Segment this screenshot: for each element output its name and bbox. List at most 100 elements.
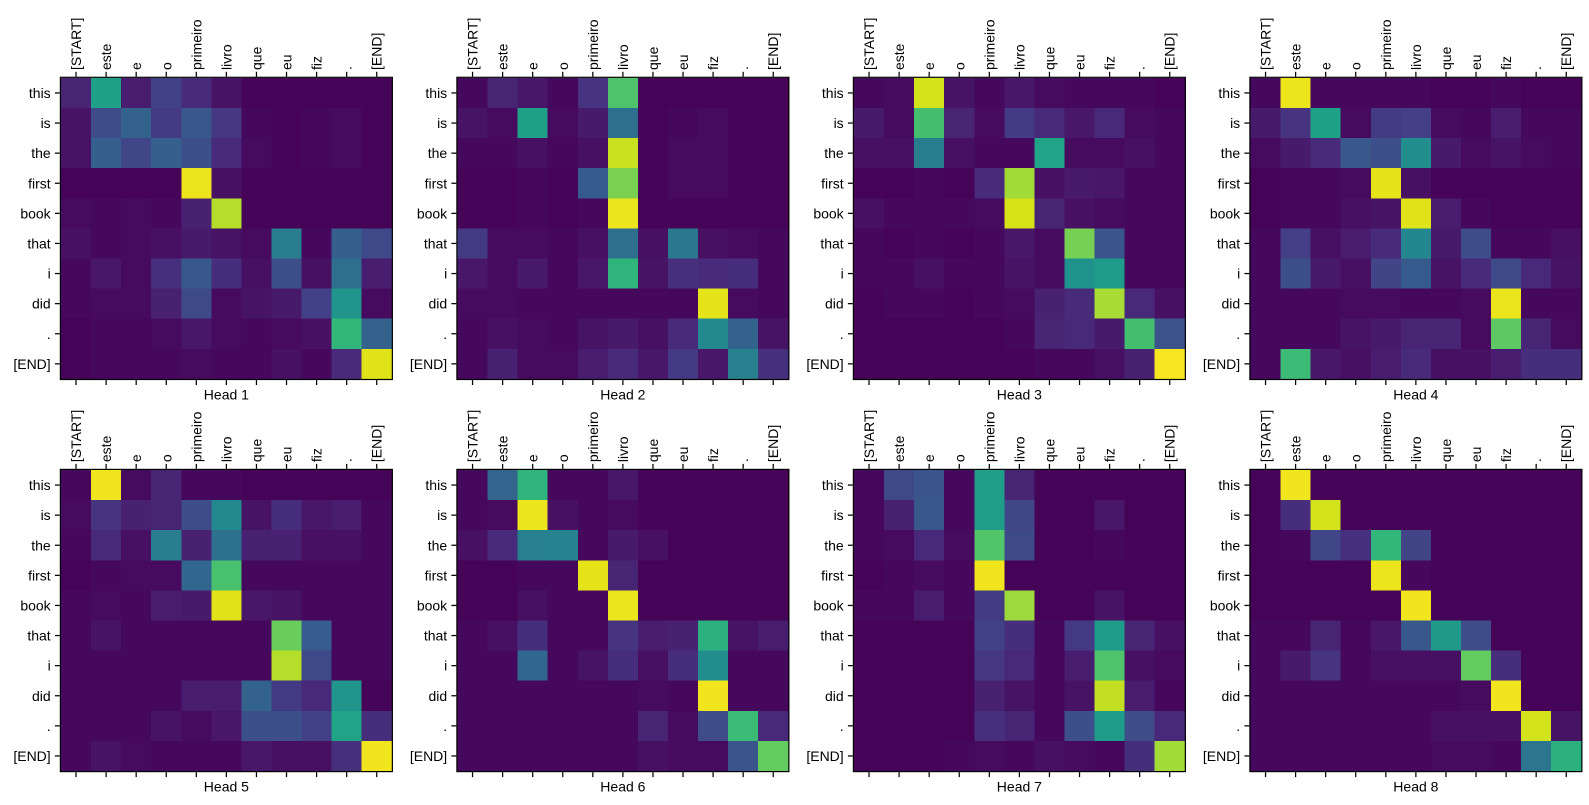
svg-text:Head 3: Head 3 <box>997 387 1042 403</box>
svg-text:this: this <box>29 85 51 101</box>
svg-text:este: este <box>495 435 511 462</box>
svg-text:that: that <box>424 628 447 644</box>
svg-text:eu: eu <box>1468 447 1484 463</box>
svg-text:livro: livro <box>1011 44 1027 70</box>
svg-text:the: the <box>824 537 844 553</box>
svg-text:fiz: fiz <box>309 56 325 70</box>
svg-text:Head 1: Head 1 <box>204 387 249 403</box>
svg-text:Head 4: Head 4 <box>1393 387 1438 403</box>
svg-text:este: este <box>1288 435 1304 462</box>
svg-text:book: book <box>20 205 51 221</box>
svg-text:e: e <box>525 62 541 70</box>
svg-text:i: i <box>1237 266 1240 282</box>
svg-text:that: that <box>27 235 50 251</box>
svg-text:this: this <box>1218 477 1240 493</box>
svg-text:este: este <box>891 43 907 70</box>
svg-text:.: . <box>840 326 844 342</box>
svg-text:este: este <box>98 435 114 462</box>
svg-text:this: this <box>425 477 447 493</box>
svg-text:[START]: [START] <box>68 410 84 462</box>
svg-text:first: first <box>821 175 844 191</box>
svg-text:first: first <box>425 567 448 583</box>
svg-text:the: the <box>1221 145 1241 161</box>
svg-text:e: e <box>1318 62 1334 70</box>
svg-text:[END]: [END] <box>1162 425 1178 462</box>
svg-text:o: o <box>555 454 571 462</box>
svg-text:this: this <box>822 477 844 493</box>
svg-text:book: book <box>1210 597 1241 613</box>
svg-text:primeiro: primeiro <box>585 411 601 462</box>
svg-text:that: that <box>820 628 843 644</box>
svg-text:o: o <box>1348 62 1364 70</box>
svg-text:[END]: [END] <box>13 748 50 764</box>
svg-text:e: e <box>128 62 144 70</box>
svg-text:did: did <box>1222 296 1241 312</box>
svg-text:primeiro: primeiro <box>585 19 601 70</box>
svg-text:[END]: [END] <box>1162 33 1178 70</box>
svg-text:this: this <box>1218 85 1240 101</box>
svg-text:o: o <box>158 62 174 70</box>
svg-text:the: the <box>428 537 448 553</box>
svg-text:that: that <box>1217 235 1240 251</box>
svg-text:is: is <box>834 115 844 131</box>
svg-text:e: e <box>921 454 937 462</box>
svg-text:e: e <box>921 62 937 70</box>
svg-text:primeiro: primeiro <box>188 411 204 462</box>
svg-text:livro: livro <box>218 436 234 462</box>
svg-text:.: . <box>840 718 844 734</box>
svg-text:did: did <box>32 296 51 312</box>
svg-text:fiz: fiz <box>309 448 325 462</box>
svg-text:que: que <box>645 46 661 70</box>
svg-text:did: did <box>429 688 448 704</box>
svg-text:e: e <box>1318 454 1334 462</box>
svg-text:i: i <box>444 658 447 674</box>
svg-text:is: is <box>41 507 51 523</box>
svg-text:livro: livro <box>615 44 631 70</box>
svg-text:.: . <box>1132 66 1148 70</box>
svg-text:este: este <box>891 435 907 462</box>
svg-text:[END]: [END] <box>369 33 385 70</box>
svg-text:did: did <box>825 688 844 704</box>
svg-text:[START]: [START] <box>465 18 481 70</box>
svg-text:[START]: [START] <box>1258 18 1274 70</box>
svg-text:.: . <box>1132 458 1148 462</box>
svg-text:the: the <box>428 145 448 161</box>
svg-text:that: that <box>820 235 843 251</box>
svg-text:eu: eu <box>1468 54 1484 70</box>
svg-text:i: i <box>48 266 51 282</box>
svg-text:e: e <box>525 454 541 462</box>
svg-text:.: . <box>339 458 355 462</box>
svg-text:livro: livro <box>218 44 234 70</box>
svg-text:the: the <box>824 145 844 161</box>
svg-text:this: this <box>29 477 51 493</box>
svg-text:livro: livro <box>1408 44 1424 70</box>
svg-text:is: is <box>834 507 844 523</box>
svg-text:que: que <box>1041 46 1057 70</box>
svg-text:fiz: fiz <box>705 56 721 70</box>
svg-text:.: . <box>735 66 751 70</box>
svg-text:first: first <box>1218 567 1241 583</box>
svg-text:book: book <box>813 205 844 221</box>
svg-text:primeiro: primeiro <box>1378 411 1394 462</box>
svg-text:this: this <box>425 85 447 101</box>
svg-text:i: i <box>48 658 51 674</box>
svg-text:this: this <box>822 85 844 101</box>
svg-text:o: o <box>951 454 967 462</box>
svg-text:[END]: [END] <box>806 748 843 764</box>
svg-text:livro: livro <box>1011 436 1027 462</box>
svg-text:that: that <box>1217 628 1240 644</box>
svg-text:este: este <box>98 43 114 70</box>
svg-text:e: e <box>128 454 144 462</box>
svg-text:book: book <box>20 597 51 613</box>
svg-text:.: . <box>1528 66 1544 70</box>
svg-text:is: is <box>437 115 447 131</box>
svg-text:Head 6: Head 6 <box>600 779 645 795</box>
svg-text:that: that <box>424 235 447 251</box>
svg-text:eu: eu <box>1072 447 1088 463</box>
svg-text:primeiro: primeiro <box>981 411 997 462</box>
svg-text:.: . <box>47 326 51 342</box>
svg-text:eu: eu <box>279 54 295 70</box>
svg-text:[END]: [END] <box>806 356 843 372</box>
svg-text:Head 7: Head 7 <box>997 779 1042 795</box>
svg-text:[END]: [END] <box>369 425 385 462</box>
